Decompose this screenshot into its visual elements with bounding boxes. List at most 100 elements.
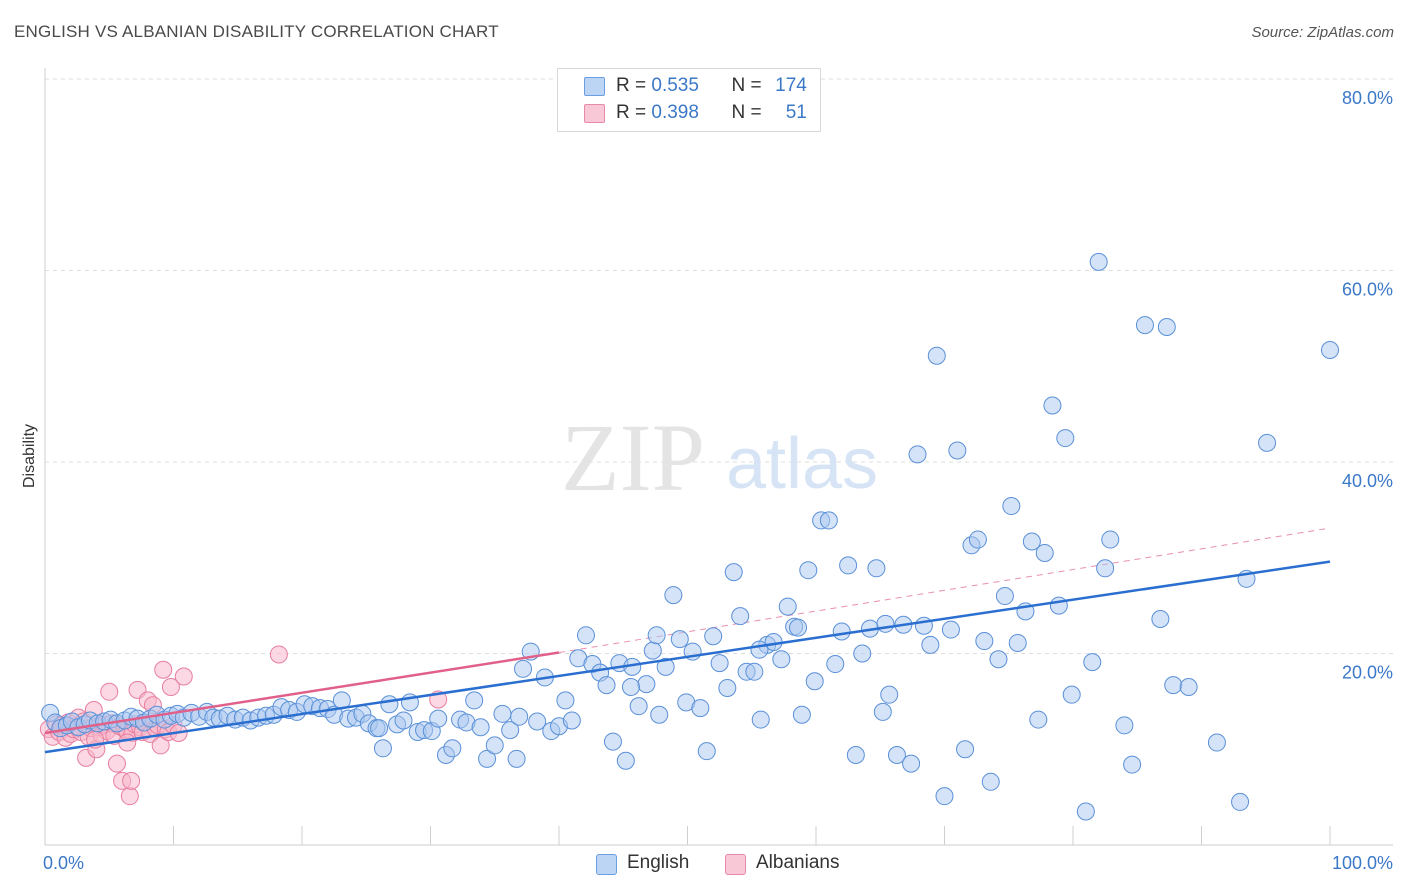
english-point bbox=[1207, 733, 1226, 752]
english-point bbox=[1101, 530, 1120, 549]
english-point bbox=[805, 672, 824, 691]
legend-n-value: 174 bbox=[775, 75, 807, 96]
english-point bbox=[507, 749, 526, 768]
english-point bbox=[664, 586, 683, 605]
english-point bbox=[647, 626, 666, 645]
english-point bbox=[718, 678, 737, 697]
english-point bbox=[902, 754, 921, 773]
english-point bbox=[514, 659, 533, 678]
legend-r-label: R = bbox=[616, 75, 652, 96]
y-tick-label: 20.0% bbox=[1342, 663, 1393, 683]
source-label: Source: ZipAtlas.com bbox=[1251, 24, 1394, 41]
english-point bbox=[956, 740, 975, 759]
series-swatch-english bbox=[596, 854, 617, 875]
trend-lines bbox=[558, 527, 1331, 654]
english-trend-line bbox=[44, 560, 1331, 754]
english-point bbox=[1029, 710, 1048, 729]
y-tick-label: 40.0% bbox=[1342, 471, 1393, 491]
english-point bbox=[1164, 676, 1183, 695]
english-point bbox=[478, 749, 497, 768]
series-legend: English Albanians bbox=[0, 852, 1406, 878]
english-point bbox=[908, 445, 927, 464]
english-point bbox=[789, 618, 808, 637]
tick-labels: 20.0% 40.0% 60.0% 80.0% 0.0% 100.0% bbox=[43, 88, 1393, 873]
legend-swatch-albanian bbox=[584, 104, 605, 123]
english-point bbox=[704, 627, 723, 646]
albanian-point bbox=[120, 787, 139, 806]
english-point bbox=[597, 676, 616, 695]
english-point bbox=[1258, 433, 1277, 452]
english-point bbox=[1008, 633, 1027, 652]
english-point bbox=[1231, 792, 1250, 811]
albanian-point bbox=[151, 736, 170, 755]
english-point bbox=[1096, 559, 1115, 578]
english-point bbox=[1321, 340, 1339, 359]
x-tick-label: 100.0% bbox=[1332, 853, 1393, 873]
english-point bbox=[731, 607, 750, 626]
english-point bbox=[528, 712, 547, 731]
english-point bbox=[778, 597, 797, 616]
english-point bbox=[691, 699, 710, 718]
legend-n-label: N = bbox=[731, 102, 767, 123]
english-point bbox=[394, 711, 413, 730]
english-point bbox=[1056, 429, 1075, 448]
english-point bbox=[1151, 610, 1170, 629]
y-axis-label: Disability bbox=[21, 424, 38, 488]
english-point bbox=[656, 657, 675, 676]
albanian-point bbox=[154, 660, 173, 679]
english-point bbox=[556, 691, 575, 710]
axes bbox=[44, 68, 1393, 846]
english-point bbox=[650, 705, 669, 724]
albanian-point bbox=[122, 771, 141, 790]
legend-n-value: 51 bbox=[785, 102, 807, 123]
english-point bbox=[1135, 316, 1154, 335]
english-point bbox=[832, 622, 851, 641]
english-point bbox=[443, 739, 462, 758]
english-point bbox=[576, 626, 595, 645]
english-point bbox=[1083, 653, 1102, 672]
english-point bbox=[1115, 716, 1134, 735]
english-point bbox=[1089, 252, 1108, 271]
legend-n-label: N = bbox=[731, 75, 767, 96]
english-point bbox=[670, 630, 689, 649]
english-point bbox=[867, 559, 886, 578]
albanian-point bbox=[161, 678, 180, 697]
english-point bbox=[853, 644, 872, 663]
legend-r-label: R = bbox=[616, 102, 652, 123]
english-point bbox=[941, 620, 960, 639]
english-point bbox=[621, 678, 640, 697]
english-point bbox=[429, 709, 448, 728]
english-point bbox=[1002, 497, 1021, 516]
albanian-point bbox=[118, 733, 137, 752]
english-point bbox=[465, 691, 484, 710]
series-label-english: English bbox=[627, 852, 690, 873]
english-point bbox=[792, 705, 811, 724]
english-points bbox=[41, 252, 1339, 821]
chart-title: ENGLISH VS ALBANIAN DISABILITY CORRELATI… bbox=[14, 22, 499, 41]
english-point bbox=[1062, 685, 1081, 704]
english-point bbox=[935, 787, 954, 806]
albanian-point bbox=[107, 754, 126, 773]
english-point bbox=[876, 614, 895, 633]
y-tick-label: 60.0% bbox=[1342, 280, 1393, 300]
english-point bbox=[501, 721, 520, 740]
albanian-trend-line bbox=[44, 651, 560, 735]
english-point bbox=[846, 745, 865, 764]
english-point bbox=[710, 654, 729, 673]
legend-swatch-english bbox=[584, 77, 605, 96]
english-point bbox=[724, 563, 743, 582]
english-point bbox=[968, 530, 987, 549]
legend-r-value: 0.398 bbox=[651, 102, 699, 123]
english-point bbox=[603, 732, 622, 751]
albanian-point bbox=[100, 682, 119, 701]
english-point bbox=[485, 736, 504, 755]
english-point bbox=[1022, 532, 1041, 551]
english-point bbox=[562, 711, 581, 730]
series-label-albanian: Albanians bbox=[756, 852, 840, 873]
legend: R = 0.535 N = 174 R = 0.398 N = 51 bbox=[557, 68, 821, 132]
english-point bbox=[1179, 678, 1198, 697]
english-point bbox=[493, 704, 512, 723]
english-point bbox=[799, 561, 818, 580]
albanian-trend-projection bbox=[558, 527, 1331, 654]
